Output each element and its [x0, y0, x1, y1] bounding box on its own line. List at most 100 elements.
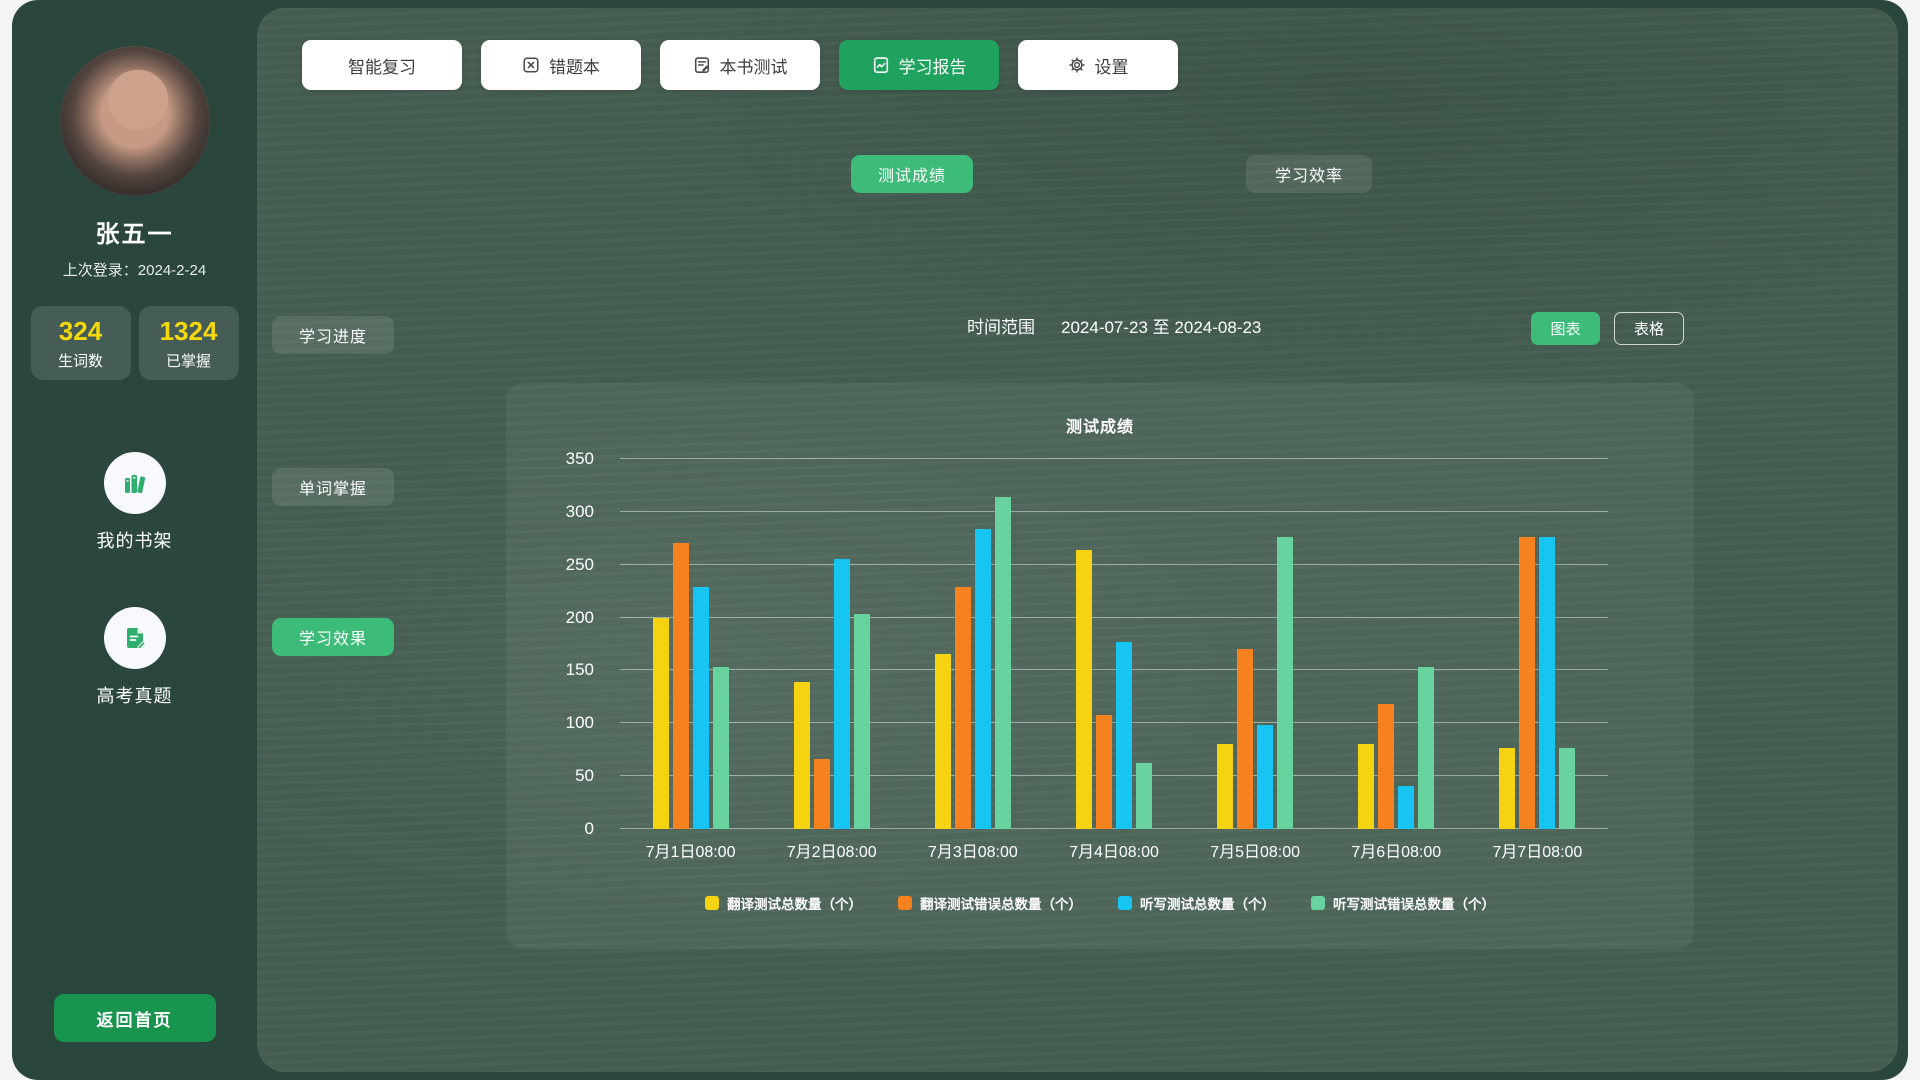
bar — [1358, 744, 1375, 829]
bar — [934, 653, 951, 829]
menu-study-effect[interactable]: 学习效果 — [272, 618, 394, 656]
x-axis: 7月1日08:00 7月2日08:00 7月3日08:00 7月4日08:00 7月5日… — [620, 838, 1608, 862]
tab-label: 学习报告 — [898, 57, 967, 77]
view-table-button[interactable]: 表格 — [1614, 312, 1684, 345]
bar — [1378, 704, 1395, 829]
bar — [1539, 537, 1556, 829]
bar — [1115, 641, 1132, 829]
y-tick-label: 100 — [565, 713, 594, 733]
subtab-test-scores[interactable]: 测试成绩 — [851, 155, 973, 193]
bar — [692, 586, 709, 829]
bar — [1398, 785, 1415, 829]
y-tick-label: 350 — [565, 449, 594, 468]
x-tick-label: 7月2日08:00 — [786, 844, 877, 861]
avatar — [59, 46, 210, 196]
app-window: 张五一 上次登录：2024-2-24 324 生词数 1324 已掌握 — [12, 0, 1908, 1080]
tab-study-report[interactable]: 学习报告 — [839, 40, 999, 90]
gridline — [620, 616, 1608, 618]
x-tick-label: 7月4日08:00 — [1069, 844, 1159, 861]
tab-smart-review[interactable]: 智能复习 — [302, 40, 462, 90]
bar — [813, 759, 830, 829]
gridline — [620, 669, 1608, 671]
stat-label: 生词数 — [57, 352, 103, 370]
tab-label: 错题本 — [549, 57, 600, 77]
legend-item[interactable]: 听写测试错误总数量（个） — [1311, 893, 1495, 913]
legend-swatch — [898, 896, 912, 910]
sidebar-item-label: 高考真题 — [96, 686, 173, 706]
bar — [652, 617, 669, 829]
legend-item[interactable]: 听写测试总数量（个） — [1118, 893, 1275, 913]
bar — [974, 528, 991, 829]
bar — [1237, 649, 1254, 829]
tab-book-test[interactable]: 本书测试 — [660, 40, 820, 90]
bars — [620, 459, 1608, 829]
tab-settings[interactable]: 设置 — [1018, 40, 1178, 90]
bookshelf-icon — [103, 452, 166, 514]
sidebar-item-bookshelf[interactable]: 我的书架 — [97, 452, 173, 553]
legend-item[interactable]: 翻译测试错误总数量（个） — [898, 893, 1082, 913]
y-tick-label: 200 — [565, 607, 594, 627]
legend-label: 听写测试错误总数量（个） — [1333, 897, 1495, 912]
bar — [1075, 549, 1092, 829]
sidebar-item-exam-papers[interactable]: 高考真题 — [97, 607, 173, 708]
y-tick-label: 150 — [565, 660, 594, 680]
bar-group — [902, 459, 1043, 829]
gridline — [620, 775, 1608, 777]
tab-bar: 智能复习 错题本 本书 — [302, 40, 1178, 90]
bar — [1418, 667, 1435, 829]
x-tick-label: 7月6日08:00 — [1351, 844, 1442, 861]
bar — [672, 542, 689, 829]
stats-row: 324 生词数 1324 已掌握 — [30, 306, 239, 380]
book-test-icon — [693, 56, 711, 74]
bar — [1135, 763, 1152, 829]
x-tick-label: 7月7日08:00 — [1492, 844, 1583, 861]
stat-card-mastered: 1324 已掌握 — [138, 306, 239, 380]
legend-swatch — [1118, 896, 1132, 910]
main-board: 智能复习 错题本 本书 — [257, 8, 1898, 1072]
sidebar-item-label: 我的书架 — [96, 531, 173, 551]
last-login: 上次登录：2024-2-24 — [62, 262, 207, 279]
bar-group — [1185, 459, 1326, 829]
tab-wrong-book[interactable]: 错题本 — [481, 40, 641, 90]
x-tick-label: 7月3日08:00 — [927, 844, 1018, 861]
tab-label: 智能复习 — [348, 57, 416, 77]
legend-item[interactable]: 翻译测试总数量（个） — [705, 893, 862, 913]
bar-group — [761, 459, 902, 829]
menu-study-progress[interactable]: 学习进度 — [272, 316, 394, 354]
gridline — [620, 458, 1608, 459]
chart-title: 测试成绩 — [1065, 419, 1134, 436]
exam-paper-icon — [103, 607, 166, 669]
gridline — [620, 510, 1608, 512]
gridline — [620, 828, 1608, 829]
stat-value: 324 — [58, 315, 103, 346]
y-axis: 0 50 100 150 200 250 300 350 — [506, 449, 606, 838]
gridline — [620, 722, 1608, 724]
back-home-button[interactable]: 返回首页 — [53, 994, 216, 1042]
stat-label: 已掌握 — [165, 352, 211, 370]
bar — [712, 667, 729, 829]
view-chart-button[interactable]: 图表 — [1531, 312, 1600, 345]
chart-panel: 测试成绩 0 50 100 150 200 250 300 350 7月1日08:00 7月2日… — [506, 383, 1694, 949]
tab-label: 本书测试 — [719, 57, 788, 77]
bar — [793, 682, 810, 829]
menu-word-mastery[interactable]: 单词掌握 — [272, 468, 394, 506]
gridline — [620, 563, 1608, 565]
wrong-book-icon — [522, 56, 540, 74]
legend-swatch — [1311, 896, 1325, 910]
bar — [853, 614, 870, 829]
bar — [1257, 725, 1274, 829]
legend-swatch — [705, 896, 719, 910]
user-name: 张五一 — [95, 221, 174, 248]
sidebar: 张五一 上次登录：2024-2-24 324 生词数 1324 已掌握 — [12, 0, 257, 1080]
tab-label: 设置 — [1094, 57, 1129, 77]
y-tick-label: 250 — [565, 554, 594, 574]
time-range-value: 2024-07-23 至 2024-08-23 — [1061, 318, 1262, 337]
legend-label: 翻译测试总数量（个） — [727, 897, 862, 912]
time-range-label: 时间范围 — [967, 318, 1035, 337]
subtab-study-efficiency[interactable]: 学习效率 — [1246, 155, 1372, 193]
bar — [1499, 747, 1516, 829]
stat-value: 1324 — [159, 315, 218, 346]
bar — [1277, 537, 1294, 829]
stat-card-new-words: 324 生词数 — [30, 306, 131, 380]
legend-label: 听写测试总数量（个） — [1140, 897, 1275, 912]
